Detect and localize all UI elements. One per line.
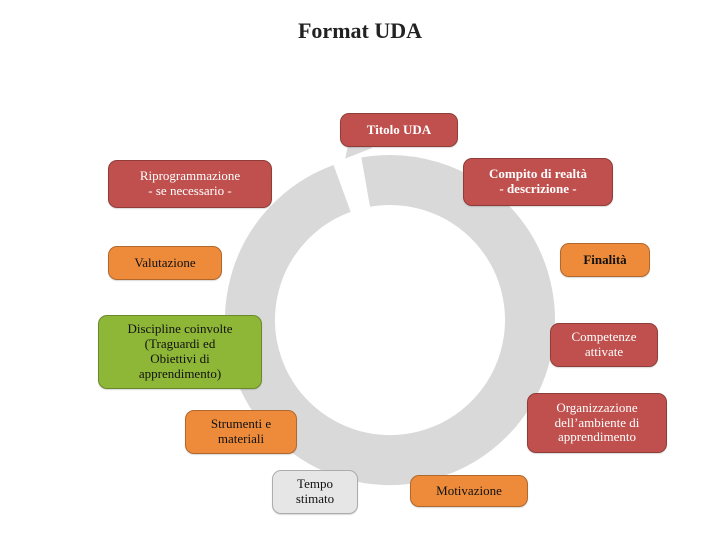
node-riprogrammazione-label: Riprogrammazione- se necessario - <box>140 169 240 199</box>
node-competenze: Competenzeattivate <box>550 323 658 367</box>
node-compito: Compito di realtà- descrizione - <box>463 158 613 206</box>
node-tempo: Tempostimato <box>272 470 358 514</box>
node-strumenti: Strumenti emateriali <box>185 410 297 454</box>
diagram-stage: { "canvas": { "width": 720, "height": 54… <box>0 0 720 540</box>
node-finalita: Finalità <box>560 243 650 277</box>
node-titolo: Titolo UDA <box>340 113 458 147</box>
node-motivazione-label: Motivazione <box>436 484 502 499</box>
node-tempo-label: Tempostimato <box>296 477 334 507</box>
node-compito-label: Compito di realtà- descrizione - <box>489 167 587 197</box>
node-valutazione-label: Valutazione <box>134 256 195 271</box>
node-motivazione: Motivazione <box>410 475 528 507</box>
node-finalita-label: Finalità <box>583 253 626 268</box>
node-organizzazione: Organizzazionedell’ambiente diapprendime… <box>527 393 667 453</box>
node-competenze-label: Competenzeattivate <box>572 330 637 360</box>
node-titolo-label: Titolo UDA <box>367 123 431 138</box>
node-valutazione: Valutazione <box>108 246 222 280</box>
node-discipline-label: Discipline coinvolte(Traguardi edObietti… <box>127 322 232 382</box>
node-strumenti-label: Strumenti emateriali <box>211 417 271 447</box>
node-discipline: Discipline coinvolte(Traguardi edObietti… <box>98 315 262 389</box>
node-organizzazione-label: Organizzazionedell’ambiente diapprendime… <box>555 401 640 446</box>
node-riprogrammazione: Riprogrammazione- se necessario - <box>108 160 272 208</box>
